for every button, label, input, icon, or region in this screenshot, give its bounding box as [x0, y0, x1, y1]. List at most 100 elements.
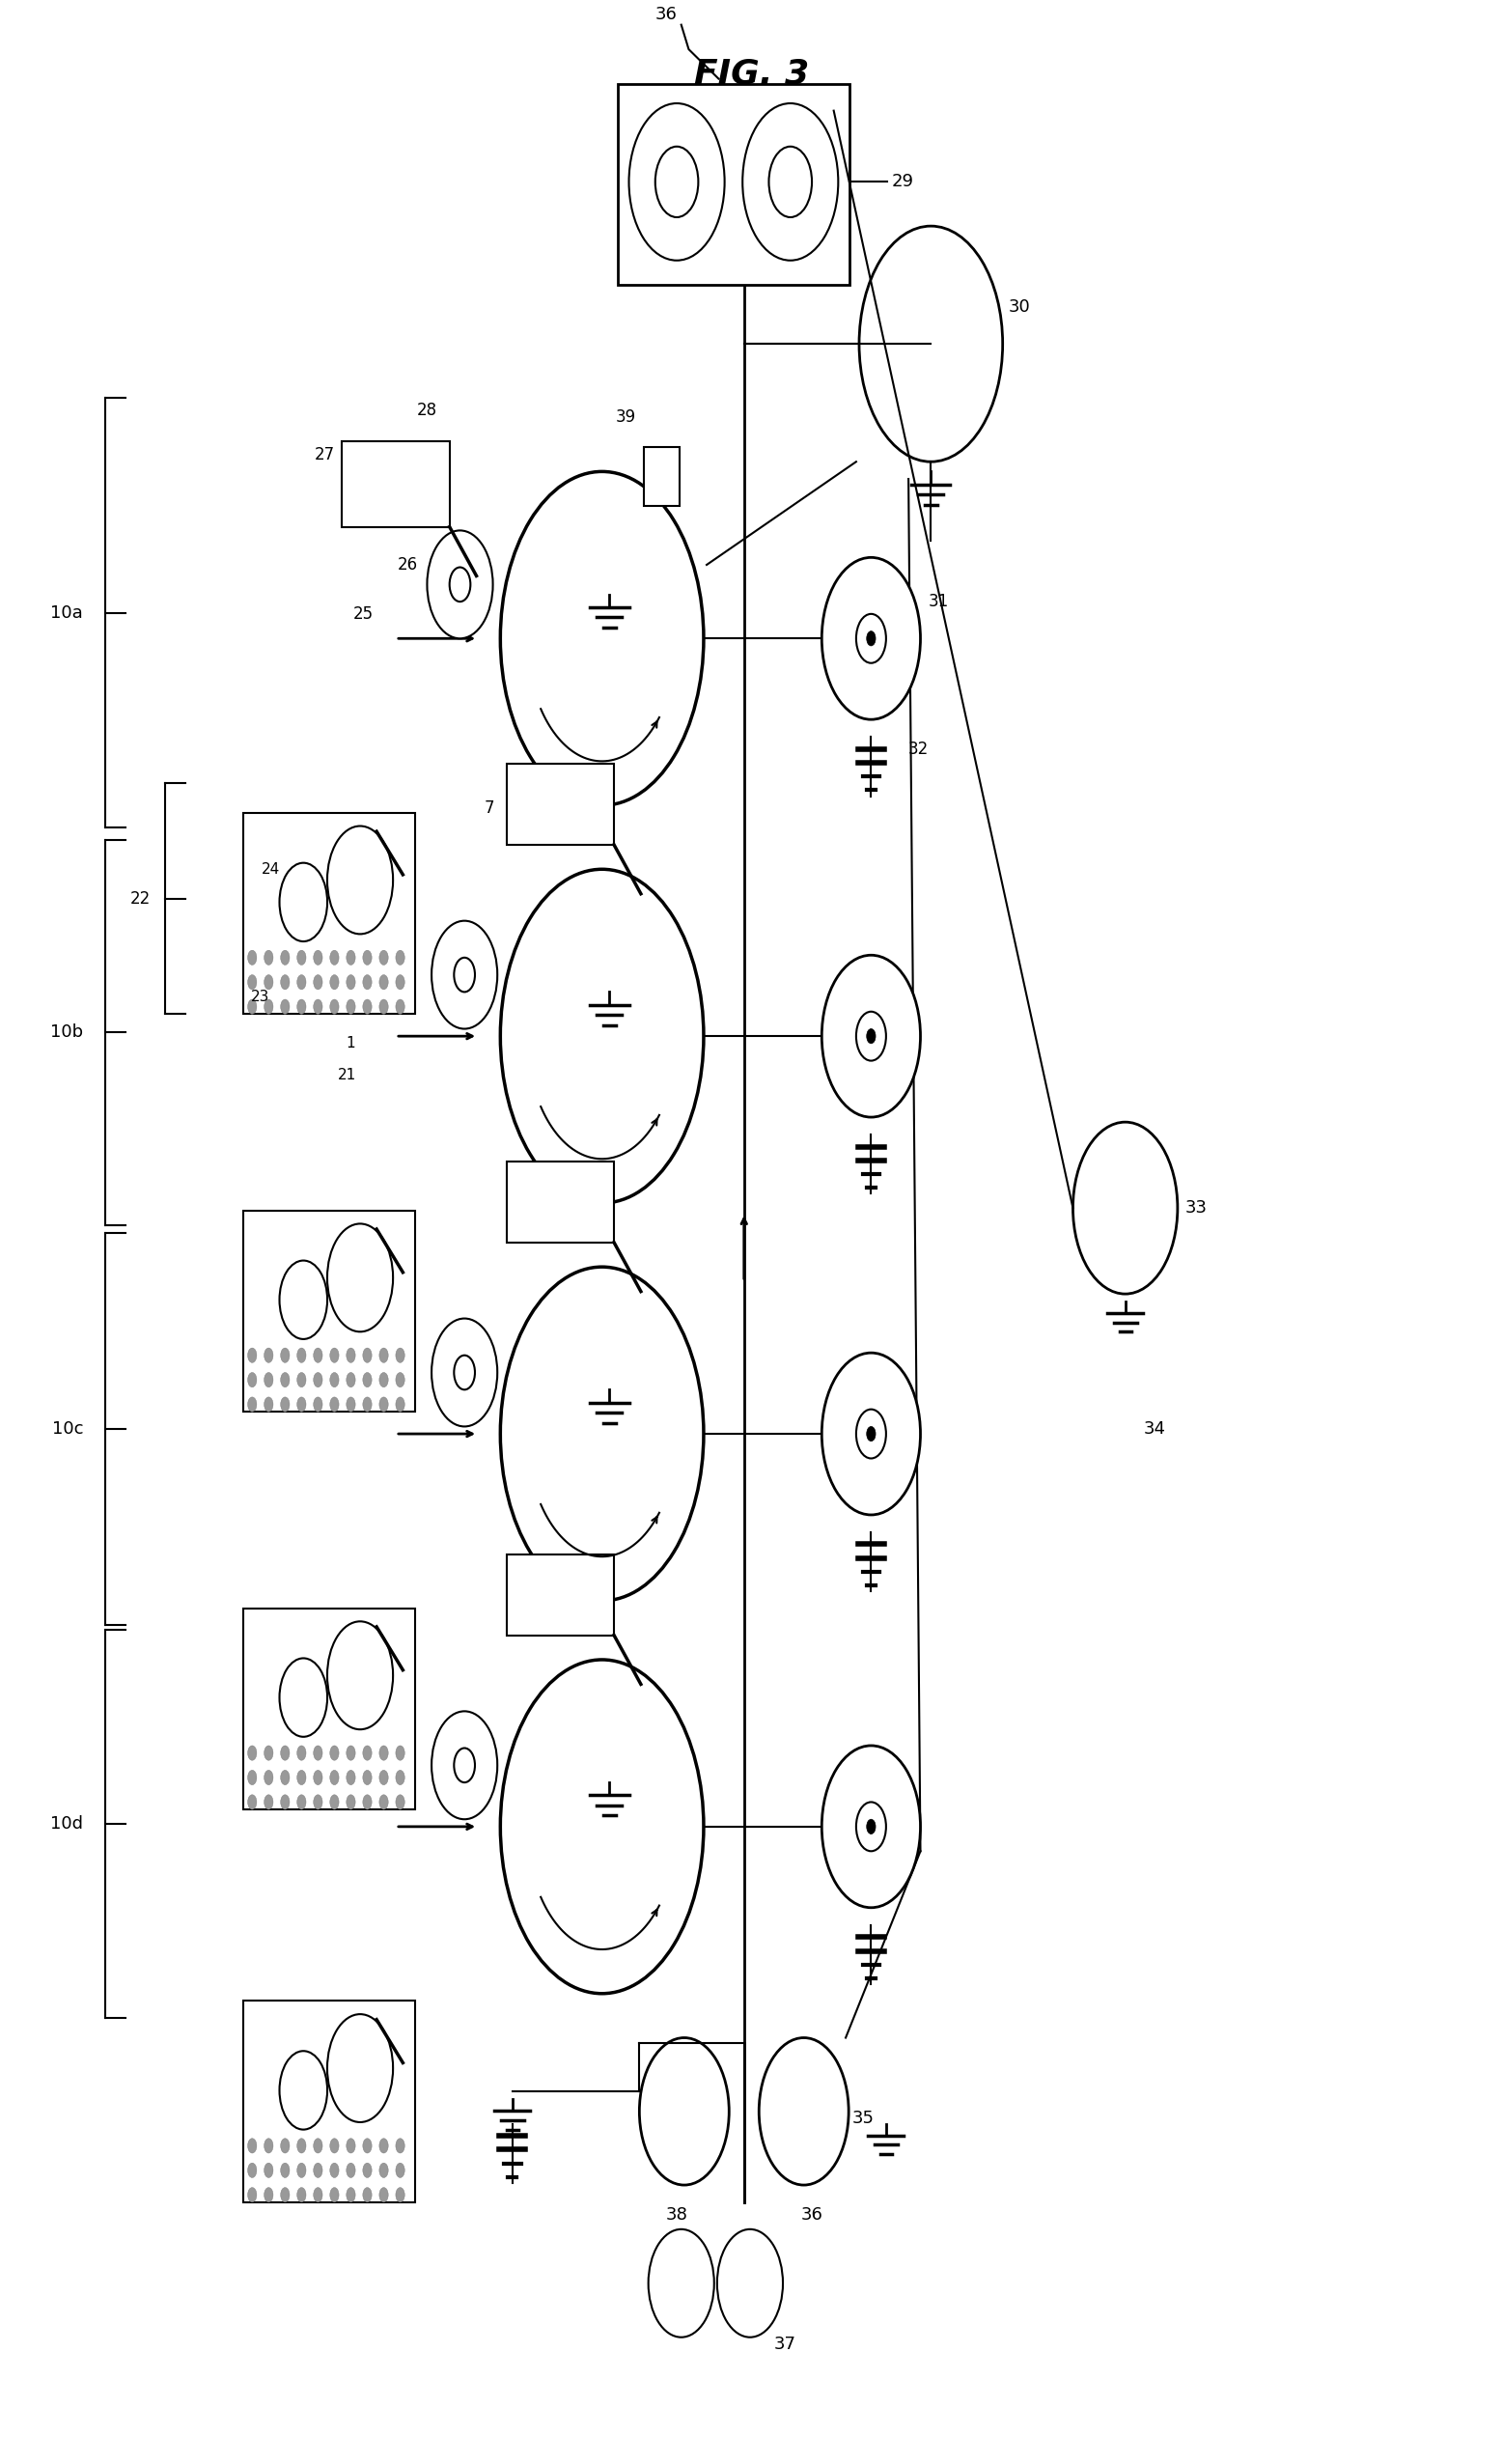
Circle shape [822, 557, 920, 719]
Circle shape [314, 1745, 323, 1759]
Circle shape [431, 1710, 497, 1818]
Circle shape [379, 976, 388, 991]
Circle shape [346, 2139, 355, 2154]
Circle shape [280, 2050, 328, 2129]
Text: 30: 30 [1009, 298, 1031, 315]
Circle shape [395, 1769, 404, 1784]
Circle shape [362, 976, 371, 991]
Circle shape [280, 1658, 328, 1737]
Circle shape [379, 1794, 388, 1809]
Circle shape [314, 1372, 323, 1387]
Circle shape [298, 1769, 307, 1784]
Circle shape [346, 2188, 355, 2203]
Circle shape [314, 1348, 323, 1363]
Bar [243, 2001, 415, 2203]
Circle shape [362, 1000, 371, 1015]
Text: 21: 21 [338, 1069, 356, 1082]
Circle shape [281, 2188, 290, 2203]
Bar [507, 1161, 613, 1242]
Circle shape [298, 1397, 307, 1412]
Circle shape [346, 1794, 355, 1809]
Text: 10a: 10a [51, 604, 83, 621]
Circle shape [248, 1348, 257, 1363]
Circle shape [379, 1348, 388, 1363]
Circle shape [346, 951, 355, 966]
Circle shape [265, 1000, 274, 1015]
Circle shape [362, 2188, 371, 2203]
Circle shape [331, 2139, 338, 2154]
Circle shape [248, 1745, 257, 1759]
Text: 36: 36 [655, 7, 678, 25]
Circle shape [298, 951, 307, 966]
Circle shape [857, 1013, 887, 1060]
Circle shape [379, 2188, 388, 2203]
Circle shape [454, 1355, 475, 1390]
Circle shape [265, 2163, 274, 2178]
Circle shape [395, 2139, 404, 2154]
Circle shape [280, 862, 328, 941]
Circle shape [314, 1397, 323, 1412]
Circle shape [328, 1621, 392, 1730]
Circle shape [331, 1000, 338, 1015]
Bar [618, 84, 849, 286]
Circle shape [362, 2163, 371, 2178]
Circle shape [379, 1397, 388, 1412]
Bar [341, 441, 449, 527]
Text: 32: 32 [908, 739, 929, 756]
Bar [507, 1555, 613, 1636]
Text: 39: 39 [616, 409, 636, 426]
Circle shape [867, 631, 876, 646]
Circle shape [298, 2188, 307, 2203]
Circle shape [346, 1769, 355, 1784]
Circle shape [248, 1397, 257, 1412]
Circle shape [395, 1397, 404, 1412]
Circle shape [281, 2139, 290, 2154]
Circle shape [298, 1372, 307, 1387]
Text: 29: 29 [891, 172, 914, 190]
Bar [243, 1609, 415, 1809]
Text: 24: 24 [262, 862, 280, 877]
Circle shape [314, 2188, 323, 2203]
Circle shape [281, 976, 290, 991]
Circle shape [822, 1353, 920, 1515]
Circle shape [500, 471, 703, 806]
Circle shape [857, 614, 887, 663]
Circle shape [281, 1372, 290, 1387]
Text: 37: 37 [774, 2336, 797, 2353]
Circle shape [379, 1372, 388, 1387]
Circle shape [314, 1794, 323, 1809]
Circle shape [265, 1348, 274, 1363]
Circle shape [395, 2163, 404, 2178]
Text: 10b: 10b [50, 1023, 83, 1042]
Circle shape [395, 1745, 404, 1759]
Circle shape [362, 2139, 371, 2154]
Text: 27: 27 [314, 446, 334, 463]
Circle shape [331, 1372, 338, 1387]
Text: 31: 31 [927, 594, 948, 611]
Bar [643, 446, 679, 505]
Circle shape [379, 1745, 388, 1759]
Circle shape [362, 1372, 371, 1387]
Text: 7: 7 [484, 798, 494, 816]
Circle shape [362, 1769, 371, 1784]
Text: 10c: 10c [53, 1419, 83, 1437]
Circle shape [857, 1409, 887, 1459]
Circle shape [281, 1000, 290, 1015]
Circle shape [346, 1348, 355, 1363]
Circle shape [298, 976, 307, 991]
Circle shape [248, 2139, 257, 2154]
Circle shape [265, 2139, 274, 2154]
Circle shape [395, 1794, 404, 1809]
Text: 25: 25 [353, 606, 373, 623]
Text: 23: 23 [251, 991, 269, 1005]
Circle shape [281, 1348, 290, 1363]
Text: 28: 28 [418, 402, 437, 419]
Circle shape [265, 1794, 274, 1809]
Circle shape [346, 1372, 355, 1387]
Circle shape [379, 951, 388, 966]
Circle shape [395, 1372, 404, 1387]
Circle shape [395, 976, 404, 991]
Circle shape [331, 2163, 338, 2178]
Circle shape [346, 1397, 355, 1412]
Circle shape [248, 1000, 257, 1015]
